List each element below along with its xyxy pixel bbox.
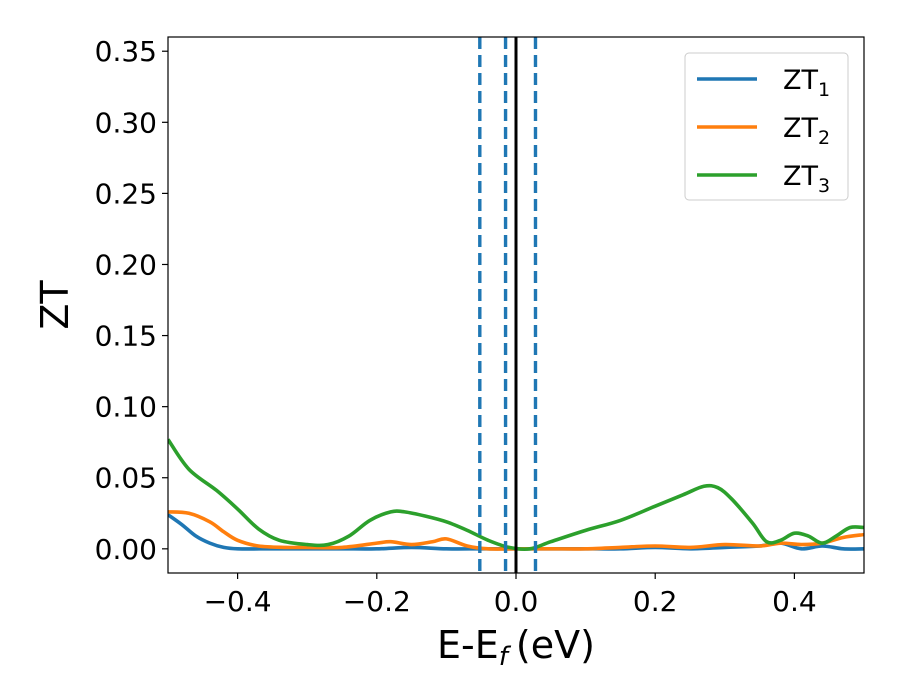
x-axis-title-main: E-E: [437, 623, 499, 667]
y-tick-label: 0.00: [95, 533, 157, 566]
y-tick-label: 0.05: [95, 462, 157, 495]
legend-label-subscript: 3: [818, 175, 830, 197]
y-tick-label: 0.15: [95, 320, 157, 353]
x-axis-title: E-Ef (eV): [437, 623, 595, 672]
legend-item-zt1: ZT1: [697, 65, 830, 101]
legend-label-subscript: 1: [818, 79, 830, 101]
y-tick-label: 0.10: [95, 391, 157, 424]
legend-label: ZT3: [783, 161, 830, 197]
legend-item-zt2: ZT2: [697, 113, 830, 149]
x-tick-label: 0.4: [772, 585, 817, 618]
y-tick-label: 0.35: [95, 35, 157, 68]
legend-box: [684, 52, 849, 201]
y-tick-label: 0.20: [95, 248, 157, 281]
x-axis-title-unit: (eV): [516, 623, 595, 667]
legend-label: ZT2: [783, 113, 830, 149]
legend-label: ZT1: [783, 65, 830, 101]
series-line-zt3: [168, 438, 864, 552]
legend-label-main: ZT: [783, 65, 818, 96]
reference-lines: [478, 37, 538, 573]
x-tick-label: −0.2: [343, 585, 411, 618]
series-line-zt2: [168, 510, 864, 551]
x-axis-title-subscript: f: [499, 642, 512, 672]
legend-label-subscript: 2: [818, 127, 830, 149]
y-tick-label: 0.30: [95, 106, 157, 139]
x-tick-label: 0.2: [633, 585, 678, 618]
plot-area: [168, 438, 864, 552]
legend-item-zt3: ZT3: [697, 161, 830, 197]
x-tick-label: 0.0: [494, 585, 539, 618]
legend-label-main: ZT: [783, 113, 818, 144]
y-tick-label: 0.25: [95, 177, 157, 210]
x-tick-label: −0.4: [204, 585, 272, 618]
y-axis: 0.00 0.05 0.10 0.15 0.20 0.25 0.30 0.35: [95, 35, 168, 566]
y-axis-title: ZT: [33, 280, 77, 330]
x-axis: −0.4 −0.2 0.0 0.2 0.4: [204, 573, 817, 618]
legend-label-main: ZT: [783, 161, 818, 192]
